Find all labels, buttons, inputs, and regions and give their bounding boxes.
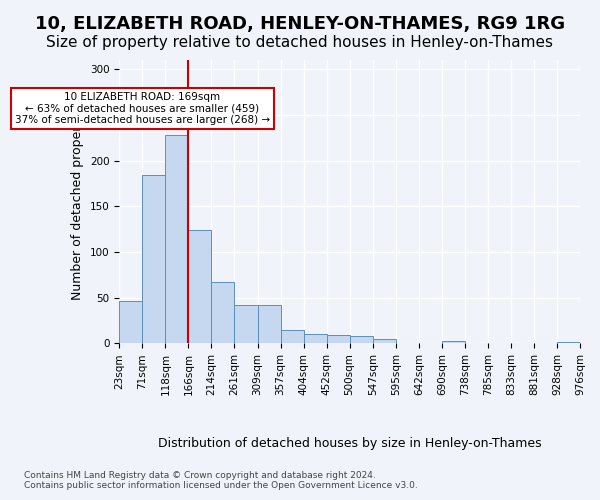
X-axis label: Distribution of detached houses by size in Henley-on-Thames: Distribution of detached houses by size … — [158, 437, 541, 450]
Bar — [557, 342, 580, 344]
Text: Size of property relative to detached houses in Henley-on-Thames: Size of property relative to detached ho… — [47, 35, 554, 50]
Bar — [142, 175, 166, 344]
Bar — [235, 305, 257, 344]
Text: 10, ELIZABETH ROAD, HENLEY-ON-THAMES, RG9 1RG: 10, ELIZABETH ROAD, HENLEY-ON-THAMES, RG… — [35, 15, 565, 33]
Text: 10 ELIZABETH ROAD: 169sqm
← 63% of detached houses are smaller (459)
37% of semi: 10 ELIZABETH ROAD: 169sqm ← 63% of detac… — [15, 92, 270, 125]
Y-axis label: Number of detached properties: Number of detached properties — [71, 103, 84, 300]
Text: Contains HM Land Registry data © Crown copyright and database right 2024.
Contai: Contains HM Land Registry data © Crown c… — [24, 470, 418, 490]
Bar — [373, 339, 396, 344]
Bar — [188, 230, 211, 344]
Bar — [396, 342, 419, 344]
Bar — [442, 340, 465, 344]
Bar — [119, 300, 142, 344]
Bar — [211, 282, 235, 344]
Bar — [281, 330, 304, 344]
Bar — [257, 305, 281, 344]
Bar — [166, 135, 188, 344]
Bar — [326, 336, 350, 344]
Bar — [350, 336, 373, 344]
Bar — [304, 334, 326, 344]
